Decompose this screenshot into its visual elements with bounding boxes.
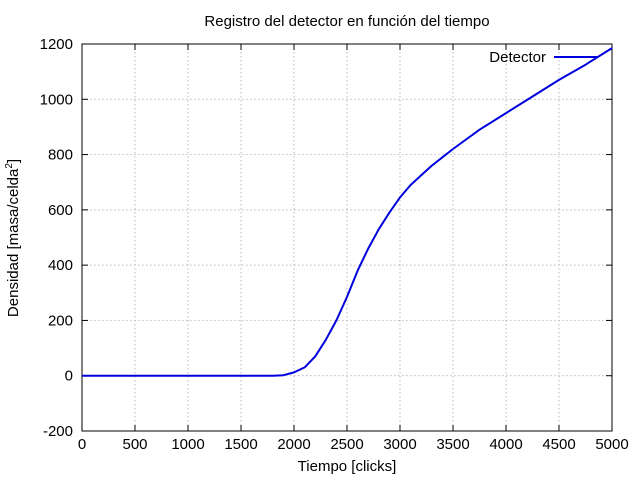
axis-ticks [81,43,613,432]
x-tick-label: 500 [122,436,147,453]
series-layer [82,47,613,377]
y-axis-title-close: ] [5,159,22,163]
chart-title: Registro del detector en función del tie… [204,13,489,30]
y-tick-label: 600 [48,202,73,219]
x-tick-label: 5000 [595,436,628,453]
x-tick-label: 1000 [171,436,204,453]
x-tick-label: 4500 [542,436,575,453]
legend-label: Detector [489,49,546,66]
x-tick-label: 1500 [224,436,257,453]
y-tick-labels: -200 0 200 400 600 800 1000 1200 [40,36,73,440]
y-axis-title-main: Densidad [masa/celda [5,168,22,317]
x-tick-label: 4000 [489,436,522,453]
x-tick-label: 2500 [330,436,363,453]
x-tick-label: 3000 [383,436,416,453]
y-axis-title-sup: 2 [4,163,15,169]
y-tick-label: 1000 [40,91,73,108]
y-axis-title: Densidad [masa/celda2] [4,159,22,317]
grid-lines [82,44,612,431]
legend: Detector [489,49,598,66]
x-tick-label: 2000 [277,436,310,453]
y-tick-label: 800 [48,147,73,164]
x-axis-title: Tiempo [clicks] [298,458,397,475]
y-tick-label: -200 [43,423,73,440]
series-line-detector [82,47,613,377]
x-tick-label: 0 [78,436,86,453]
y-tick-label: 1200 [40,36,73,53]
x-tick-labels: 0 500 1000 1500 2000 2500 3000 3500 4000 4500 5000 [78,436,629,453]
y-tick-label: 400 [48,257,73,274]
y-tick-label: 0 [65,368,73,385]
x-tick-label: 3500 [436,436,469,453]
y-tick-label: 200 [48,312,73,329]
